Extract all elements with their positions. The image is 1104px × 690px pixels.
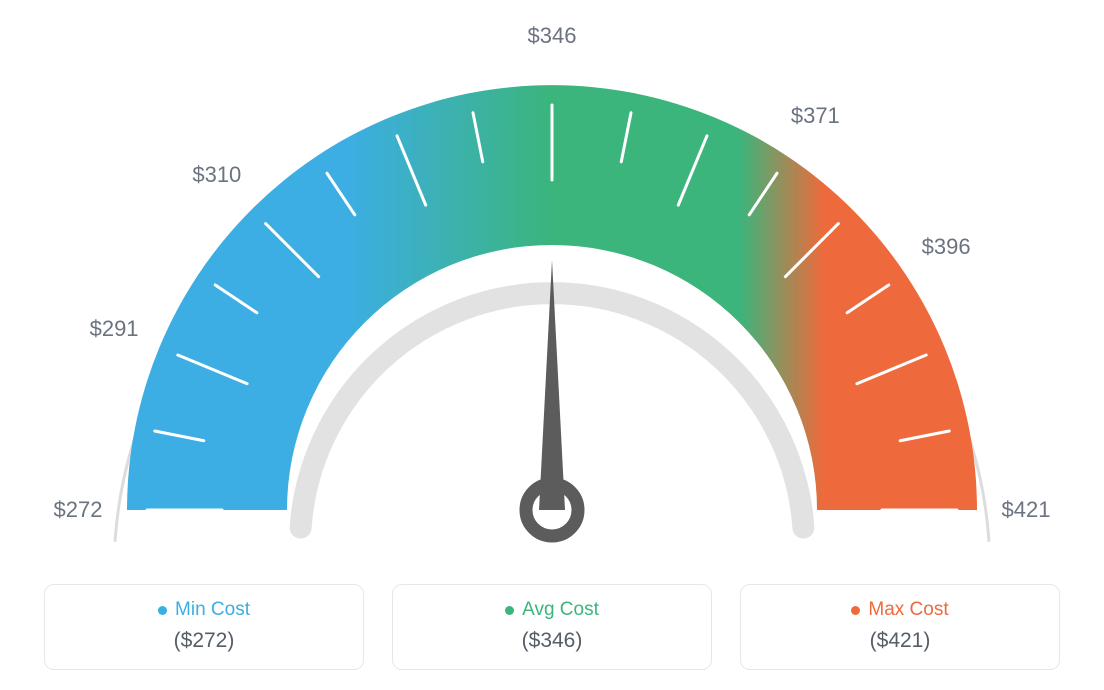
gauge-tick-label: $310 [192, 162, 241, 188]
legend-dot-avg [505, 606, 514, 615]
legend-value-min: ($272) [55, 629, 353, 653]
legend-title-max: Max Cost [851, 599, 948, 621]
gauge-tick-label: $346 [528, 23, 577, 49]
legend-label-avg: Avg Cost [522, 599, 599, 621]
legend-label-min: Min Cost [175, 599, 250, 621]
gauge-tick-label: $421 [1002, 497, 1051, 523]
legend-row: Min Cost ($272) Avg Cost ($346) Max Cost… [0, 584, 1104, 670]
gauge-tick-label: $291 [90, 316, 139, 342]
gauge-tick-label: $371 [791, 103, 840, 129]
legend-card-min: Min Cost ($272) [44, 584, 364, 670]
legend-value-max: ($421) [751, 629, 1049, 653]
gauge-tick-label: $272 [54, 497, 103, 523]
legend-card-avg: Avg Cost ($346) [392, 584, 712, 670]
legend-dot-min [158, 606, 167, 615]
legend-label-max: Max Cost [868, 599, 948, 621]
gauge-chart: $272 $291 $310 $346 $371 $396 $421 [0, 0, 1104, 560]
legend-card-max: Max Cost ($421) [740, 584, 1060, 670]
gauge-svg [0, 0, 1104, 560]
legend-title-min: Min Cost [158, 599, 250, 621]
legend-dot-max [851, 606, 860, 615]
legend-title-avg: Avg Cost [505, 599, 599, 621]
gauge-tick-label: $396 [922, 234, 971, 260]
legend-value-avg: ($346) [403, 629, 701, 653]
